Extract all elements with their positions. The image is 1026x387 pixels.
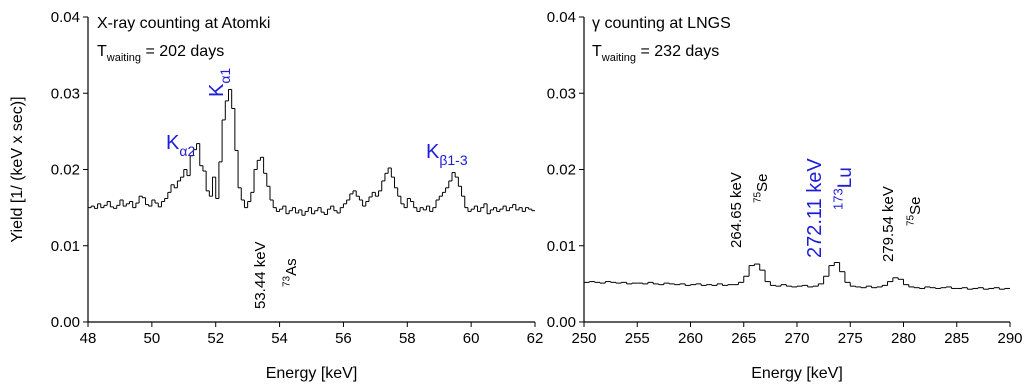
annotation-part: As — [283, 258, 300, 276]
panel-title: γ counting at LNGS — [592, 15, 731, 32]
annotation: 264.65 keV — [728, 172, 745, 248]
annotation-part: K — [166, 132, 180, 154]
annotation-part: α2 — [179, 143, 195, 159]
y-tick-label: 0.03 — [51, 85, 80, 102]
y-tick-label: 0.00 — [51, 314, 80, 331]
subtitle-main: T — [97, 43, 107, 60]
annotation: Kα1 — [206, 68, 233, 97]
annotation: 53.44 keV — [252, 241, 269, 309]
annotation-part: 279.54 keV — [880, 186, 897, 262]
y-tick-label: 0.03 — [547, 85, 576, 102]
annotation-part: 264.65 keV — [728, 172, 745, 248]
annotation: Kβ1-3 — [426, 141, 468, 168]
y-tick-label: 0.01 — [547, 238, 576, 255]
subtitle-after: = 232 days — [636, 43, 719, 60]
annotation: 73As — [281, 258, 300, 287]
annotation-part: 53.44 keV — [252, 241, 269, 309]
x-tick-label: 275 — [838, 330, 863, 347]
x-tick-label: 250 — [571, 330, 596, 347]
annotation-part: K — [206, 83, 228, 97]
x-tick-label: 52 — [207, 330, 224, 347]
panel-subtitle: Twaiting = 202 days — [97, 43, 224, 64]
x-tick-label: 50 — [144, 330, 161, 347]
x-tick-label: 58 — [399, 330, 416, 347]
y-tick-label: 0.01 — [51, 238, 80, 255]
x-tick-label: 56 — [335, 330, 352, 347]
histogram — [584, 262, 1010, 290]
x-tick-label: 285 — [944, 330, 969, 347]
annotation-part: 272.11 keV — [804, 158, 826, 258]
annotation-part: K — [426, 141, 440, 163]
annotation-part: Se — [754, 174, 771, 192]
y-axis-label: Yield [1/ (keV x sec)] — [9, 96, 26, 242]
x-tick-label: 290 — [997, 330, 1022, 347]
x-tick-label: 270 — [784, 330, 809, 347]
annotation-part: 75 — [752, 191, 763, 203]
x-axis-label: Energy [keV] — [751, 365, 843, 382]
annotation: 279.54 keV — [880, 186, 897, 262]
x-tick-label: 48 — [80, 330, 97, 347]
subtitle-after: = 202 days — [141, 43, 224, 60]
subtitle-main: T — [592, 43, 602, 60]
y-tick-label: 0.04 — [547, 9, 576, 26]
panel-subtitle: Twaiting = 232 days — [592, 43, 719, 64]
y-tick-label: 0.02 — [547, 162, 576, 179]
annotation-part: 173 — [830, 188, 845, 210]
annotation-part: Se — [907, 197, 924, 215]
x-tick-label: 280 — [891, 330, 916, 347]
x-tick-label: 60 — [463, 330, 480, 347]
annotation: 173Lu — [830, 167, 856, 210]
panel-title: X-ray counting at Atomki — [97, 15, 270, 32]
x-tick-label: 265 — [731, 330, 756, 347]
annotation: Kα2 — [166, 132, 195, 159]
y-tick-label: 0.00 — [547, 314, 576, 331]
y-tick-label: 0.02 — [51, 162, 80, 179]
annotation-part: α1 — [217, 68, 233, 84]
annotation: 75Se — [905, 197, 924, 226]
x-tick-label: 54 — [271, 330, 288, 347]
annotation-part: Lu — [835, 167, 856, 188]
histogram — [88, 88, 535, 216]
x-axis-label: Energy [keV] — [266, 365, 358, 382]
x-tick-label: 260 — [678, 330, 703, 347]
annotation-part: 73 — [281, 275, 292, 287]
annotation-part: β1-3 — [439, 152, 468, 168]
subtitle-sub: waiting — [106, 52, 141, 64]
subtitle-sub: waiting — [601, 52, 636, 64]
annotation: 272.11 keV — [804, 158, 826, 258]
annotation-part: 75 — [905, 214, 916, 226]
x-tick-label: 62 — [527, 330, 544, 347]
annotation: 75Se — [752, 174, 771, 203]
y-tick-label: 0.04 — [51, 9, 80, 26]
x-tick-label: 255 — [625, 330, 650, 347]
